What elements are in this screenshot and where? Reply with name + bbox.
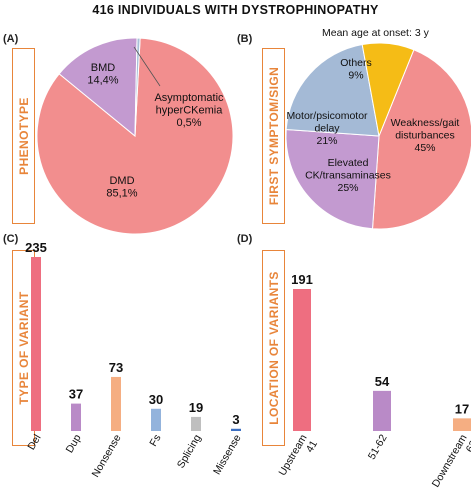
panel-label-a: (A) [3,33,19,45]
bar-nonsense [111,376,121,431]
slice-label-dmd: DMD 85,1% [106,175,137,200]
bar-51-62 [373,390,391,431]
bar-splicing [191,416,201,431]
slice-label-elevated-ck: Elevated CK/transaminases 25% [305,157,391,194]
category-label-fs: Fs [147,433,163,449]
bar-value-upstream-41: 191 [291,272,313,287]
panel-label-b: (B) [237,33,253,45]
bar-value-del: 235 [25,240,47,255]
onset-age-subtitle: Mean age at onset: 3 y [322,27,429,39]
bar-value-splicing: 19 [189,400,203,415]
category-label-51-62: 51-62 [366,432,390,461]
panel-label-d: (D) [237,233,253,245]
bar-upstream-41 [293,289,311,431]
pie-slice-bmd [58,37,138,138]
bar-value-nonsense: 73 [109,360,123,375]
slice-label-asymptomatic: Asymptomatic hyperCKemia 0,5% [154,92,224,129]
panel-label-c: (C) [3,233,19,245]
bar-del [31,257,41,431]
phenotype-side-box: PHENOTYPE [12,48,35,224]
bar-downstream-63 [453,418,471,431]
bar-value-missense: 3 [232,412,239,427]
slice-label-motor-delay: Motor/psicomotor delay 21% [286,110,368,147]
bar-fs [151,408,161,431]
bar-dup [71,403,81,431]
bar-value-51-62: 54 [375,374,390,389]
slice-label-bmd: BMD 14,4% [87,62,118,87]
variant-location-side-box: LOCATION OF VARIANTS [262,250,285,446]
category-label-downstream-63: Downstream63 [430,432,471,495]
category-label-upstream-41: Upstream41 [276,432,320,484]
bar-value-dup: 37 [69,387,83,402]
pie-slice-motor-psicomotor-delay [285,43,380,137]
pie-slice-others [361,42,415,138]
pie-slice-weakness-gait-disturbances [371,49,471,230]
pie-slice-elevated-ck-transaminases [285,128,380,230]
asymptomatic-leader-line [133,46,161,87]
bar-value-downstream-63: 17 [455,401,469,416]
figure-title: 416 INDIVIDUALS WITH DYSTROPHINOPATHY [92,3,379,17]
bar-missense [231,428,241,431]
pie-slice-asymptomatic-hyperckemia [134,37,141,137]
slice-label-others: Others 9% [340,57,372,82]
bar-value-fs: 30 [149,392,163,407]
slice-label-weakness: Weakness/gait disturbances 45% [391,117,460,154]
first-symptom-side-box: FIRST SYMPTOM/SIGN [262,48,285,224]
